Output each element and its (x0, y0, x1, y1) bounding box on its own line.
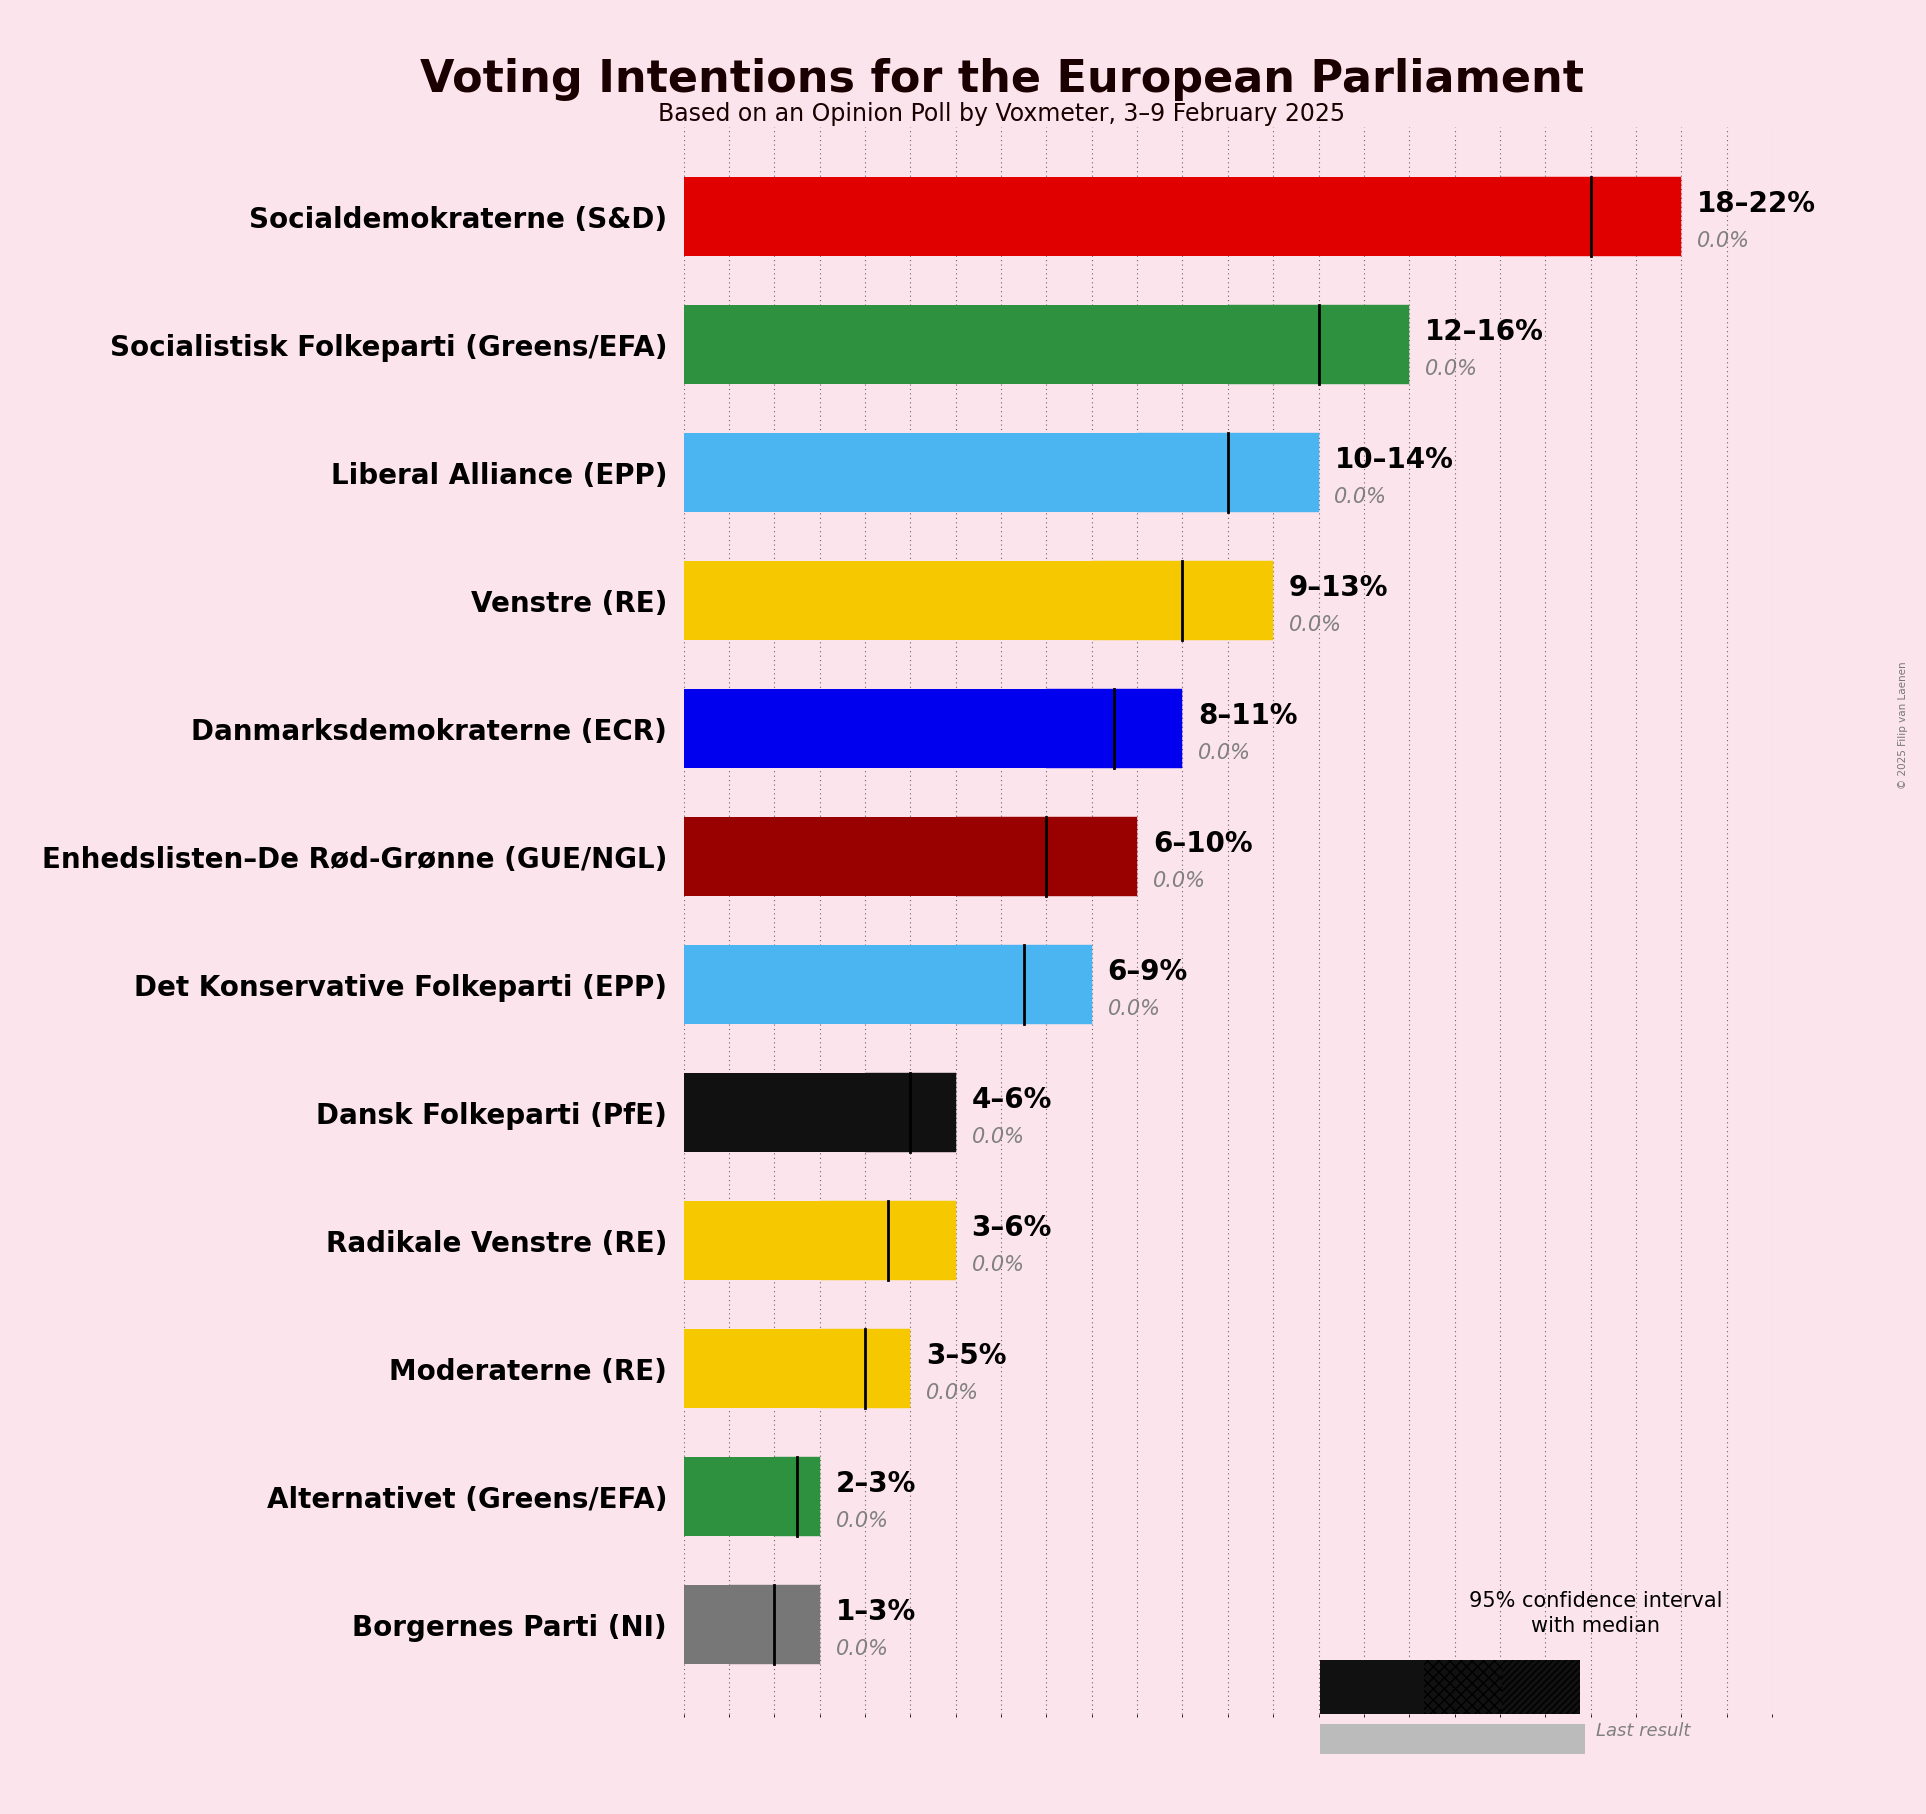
Bar (820, 1201, 888, 1281)
Bar (797, 1457, 820, 1536)
Bar (1229, 434, 1319, 512)
Text: 3–5%: 3–5% (926, 1342, 1007, 1370)
Bar (1092, 561, 1183, 640)
Bar (684, 816, 955, 896)
Bar (1046, 816, 1136, 896)
Bar (955, 816, 1046, 896)
Bar (1319, 305, 1410, 385)
Text: 6–9%: 6–9% (1107, 958, 1188, 985)
Text: 0.0%: 0.0% (971, 1255, 1025, 1275)
Bar (888, 1201, 955, 1281)
Bar (1229, 305, 1319, 385)
Text: 9–13%: 9–13% (1288, 573, 1389, 602)
Bar (774, 1457, 797, 1536)
Bar (684, 1072, 865, 1152)
Text: 4–6%: 4–6% (971, 1087, 1052, 1114)
Bar (684, 945, 955, 1025)
Bar (684, 178, 1500, 256)
Text: 0.0%: 0.0% (926, 1382, 978, 1402)
Bar (955, 945, 1025, 1025)
Text: 18–22%: 18–22% (1697, 190, 1816, 218)
Bar (1025, 945, 1092, 1025)
Bar (684, 1457, 774, 1536)
Text: Based on an Opinion Poll by Voxmeter, 3–9 February 2025: Based on an Opinion Poll by Voxmeter, 3–… (659, 102, 1344, 125)
Text: 10–14%: 10–14% (1335, 446, 1454, 473)
Text: 0.0%: 0.0% (1107, 1000, 1161, 1019)
Text: Last result: Last result (1597, 1721, 1691, 1740)
Bar (684, 1201, 820, 1281)
Bar (1319, 1723, 1585, 1754)
Bar (1423, 1660, 1502, 1714)
Bar (1046, 689, 1115, 769)
Bar (1500, 178, 1591, 256)
Bar (684, 1330, 820, 1408)
Bar (1183, 561, 1273, 640)
Bar (684, 434, 1136, 512)
Text: Voting Intentions for the European Parliament: Voting Intentions for the European Parli… (420, 58, 1583, 102)
Bar (820, 1330, 865, 1408)
Text: 2–3%: 2–3% (836, 1469, 917, 1498)
Text: 0.0%: 0.0% (1198, 744, 1252, 764)
Text: 0.0%: 0.0% (1425, 359, 1477, 379)
Text: 0.0%: 0.0% (1288, 615, 1342, 635)
Bar (1319, 1660, 1423, 1714)
Bar (865, 1072, 911, 1152)
Bar (684, 1585, 730, 1663)
Bar (1136, 434, 1227, 512)
Bar (684, 305, 1229, 385)
Text: 0.0%: 0.0% (1697, 230, 1751, 250)
Text: 12–16%: 12–16% (1425, 317, 1545, 346)
Bar (730, 1585, 774, 1663)
Text: 8–11%: 8–11% (1198, 702, 1298, 729)
Text: 6–10%: 6–10% (1154, 829, 1252, 858)
Text: 0.0%: 0.0% (1154, 871, 1206, 891)
Text: 0.0%: 0.0% (836, 1511, 888, 1531)
Bar (1502, 1660, 1579, 1714)
Text: 95% confidence interval
with median: 95% confidence interval with median (1470, 1591, 1722, 1636)
Bar (1591, 178, 1681, 256)
Text: © 2025 Filip van Laenen: © 2025 Filip van Laenen (1897, 662, 1909, 789)
Text: 0.0%: 0.0% (836, 1638, 888, 1660)
Text: 0.0%: 0.0% (971, 1126, 1025, 1146)
Bar (684, 689, 1046, 769)
Bar (774, 1585, 820, 1663)
Text: 1–3%: 1–3% (836, 1598, 917, 1625)
Text: 3–6%: 3–6% (971, 1214, 1052, 1243)
Bar (911, 1072, 955, 1152)
Bar (865, 1330, 911, 1408)
Bar (684, 561, 1092, 640)
Text: 0.0%: 0.0% (1335, 486, 1387, 506)
Bar (1115, 689, 1183, 769)
